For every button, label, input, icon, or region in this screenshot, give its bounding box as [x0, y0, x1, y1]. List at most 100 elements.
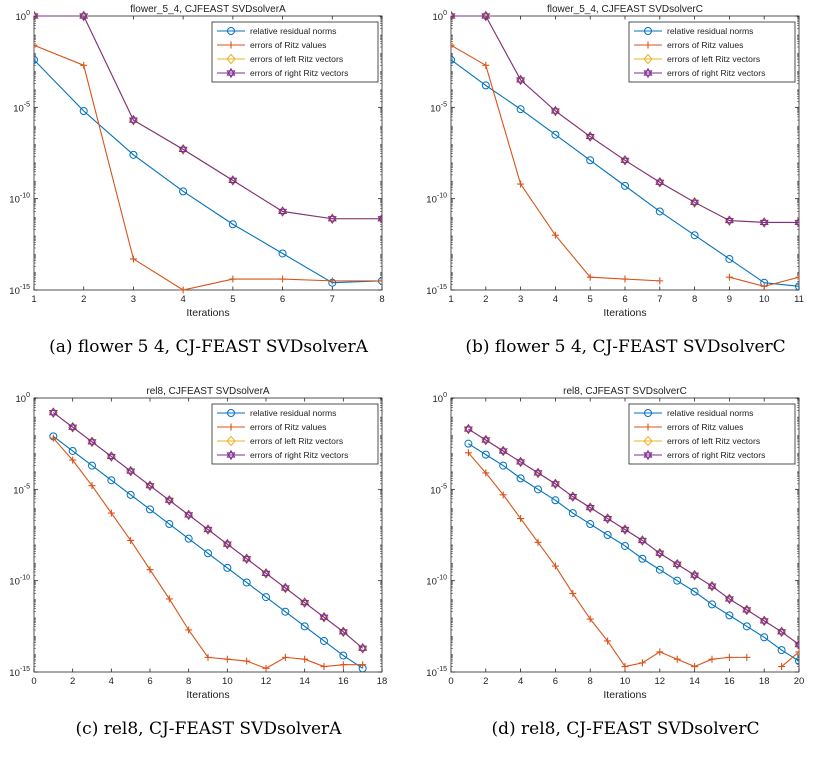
chart-a-series-4-point: [327, 213, 337, 222]
chart-c-series-2-point: [243, 657, 251, 665]
chart-d-series-4-point-b: [516, 459, 526, 468]
chart-c-series-4-point-b: [358, 645, 368, 654]
chart-c-series-1-point: [165, 520, 174, 529]
chart-a-xtick-label: 6: [280, 294, 285, 305]
chart-d-legend-label-3: errors of left Ritz vectors: [667, 436, 760, 446]
chart-c-legend-label-4: errors of right Ritz vectors: [250, 450, 348, 460]
chart-d-series-2-point: [499, 491, 507, 499]
chart-a-series-1-point: [129, 150, 138, 159]
chart-c-series-4-point-b: [319, 614, 329, 623]
chart-d-ytick-label: 10-10: [426, 575, 447, 588]
chart-b-ytick-label: 10-5: [430, 101, 447, 114]
chart-d-series-4-point: [463, 423, 473, 432]
chart-d-series-1-point: [638, 554, 647, 563]
chart-c-series-4-point: [145, 480, 155, 489]
chart-a-series-2-point: [378, 277, 382, 285]
chart-d-series-4-point-b: [568, 494, 578, 502]
chart-d-series-4-point: [550, 478, 560, 487]
chart-c-svg: rel8, CJFEAST SVDsolverA 0 2 4 6 8 10 12 14 16 18 I…: [9, 386, 387, 701]
chart-c-series-4-point-b: [222, 541, 232, 550]
chart-c-series-2-point: [320, 663, 328, 671]
chart-d-series-4-point-b: [498, 448, 508, 457]
chart-c-ytick-label: 10-5: [13, 483, 30, 496]
chart-d-series-4-point: [707, 580, 717, 589]
chart-b-ytick-label: 10-15: [426, 284, 447, 297]
chart-c-series-4: [48, 407, 368, 654]
chart-b-legend-marker-3: [643, 53, 653, 65]
chart-d-series-1-point: [621, 541, 629, 550]
chart-b-legend-marker-4: [643, 67, 653, 76]
chart-d-series-4-point: [568, 491, 578, 500]
chart-b-series-3-point: [451, 10, 456, 22]
chart-c-series-1-point: [107, 476, 116, 485]
chart-c-series-4-point-b: [300, 599, 310, 608]
chart-d-series-1-point: [673, 576, 682, 585]
chart-a-legend-marker-4-b: [226, 70, 236, 79]
chart-d-series-2-point: [778, 663, 786, 671]
chart-c-series-1-point: [68, 446, 77, 455]
chart-d-series-4-point: [637, 535, 647, 544]
chart-b-series-4-point-b: [451, 13, 456, 22]
chart-d-series-4-point-b: [794, 642, 799, 650]
chart-c-legend-marker-1: [227, 409, 235, 417]
chart-c-caption: (c) rel8, CJ-FEAST SVDsolverA: [75, 719, 342, 739]
chart-b-series-4-point-b: [794, 219, 799, 228]
chart-d-legend-marker-4: [643, 449, 653, 458]
chart-a-series-1-point: [179, 187, 188, 196]
chart-c-series-4-point-b: [164, 497, 174, 506]
chart-c-series-4-point: [319, 611, 329, 620]
chart-a-legend-label-4: errors of right Ritz vectors: [250, 68, 348, 78]
chart-d-series-1-point: [568, 509, 577, 518]
chart-c-series-2-point: [359, 661, 367, 669]
chart-b-series-2: [451, 41, 799, 290]
chart-c-series-2-point: [223, 655, 231, 663]
chart-d-series-4-point-b: [533, 470, 543, 479]
chart-c-series-4-point: [164, 495, 174, 503]
chart-d-legend-label-2: errors of Ritz values: [667, 422, 743, 432]
chart-b-series-4-point: [620, 155, 630, 163]
chart-a-legend-marker-1: [227, 27, 235, 35]
chart-d-series-4-point: [655, 548, 665, 556]
chart-c-series-1-point: [88, 461, 96, 470]
chart-d-series-4: [463, 423, 799, 650]
chart-c-legend-box: [211, 403, 379, 465]
chart-d-xtick-label: 10: [620, 676, 631, 687]
chart-c-series-4-point: [358, 643, 368, 651]
chart-c-series-4-point: [87, 436, 97, 445]
chart-d-series-4-point: [759, 615, 769, 624]
chart-b-legend-label-4: errors of right Ritz vectors: [667, 68, 765, 78]
chart-c-series-4-point: [68, 422, 78, 430]
chart-d-series-4-point: [620, 524, 630, 533]
chart-b-series-2-point: [586, 273, 594, 281]
chart-a-svg: flower_5_4, CJFEAST SVDsolverA 1 2 3 4 5 6 7 8 It…: [9, 4, 384, 319]
chart-c-series-2-point: [185, 626, 193, 634]
chart-a-series-4-point: [278, 206, 288, 215]
chart-c-series-4-point-b: [87, 439, 97, 448]
chart-b-series-1-point: [690, 231, 699, 240]
chart-a-series-4-point-b: [34, 13, 39, 22]
chart-d-series-1-point: [725, 611, 734, 620]
chart-c-series-1-point: [126, 490, 135, 499]
chart-c-xtick-label: 12: [261, 676, 272, 687]
chart-d-series-4-point: [498, 445, 508, 454]
chart-d-series-4-point-b: [690, 572, 700, 581]
chart-d-xtick-label: 14: [689, 676, 700, 687]
chart-d-series-4-point-b: [707, 583, 717, 592]
chart-b-series-4-line: [451, 15, 799, 223]
chart-d-series-1-point: [481, 450, 490, 459]
chart-d-series-4-point: [516, 456, 526, 465]
chart-c-series-4-point: [338, 626, 348, 635]
chart-b-xtick-label: 4: [553, 294, 558, 305]
chart-a-series-1-point: [228, 220, 237, 229]
chart-b-series-2-point: [656, 277, 664, 285]
chart-b-series-2-point: [725, 273, 733, 281]
chart-d-series-2-point: [534, 538, 542, 546]
chart-a-legend: relative residual norms errors of Ritz va…: [211, 21, 379, 83]
chart-d-title: rel8, CJFEAST SVDsolverC: [563, 386, 687, 397]
chart-d-series-2: [464, 449, 799, 671]
chart-d-xlabel: Iterations: [603, 689, 646, 701]
chart-a-xtick-label: 3: [131, 294, 136, 305]
chart-a-legend-label-1: relative residual norms: [250, 26, 336, 36]
chart-b-series-4-point-b: [724, 217, 734, 226]
chart-d-series-1-point: [760, 633, 769, 642]
